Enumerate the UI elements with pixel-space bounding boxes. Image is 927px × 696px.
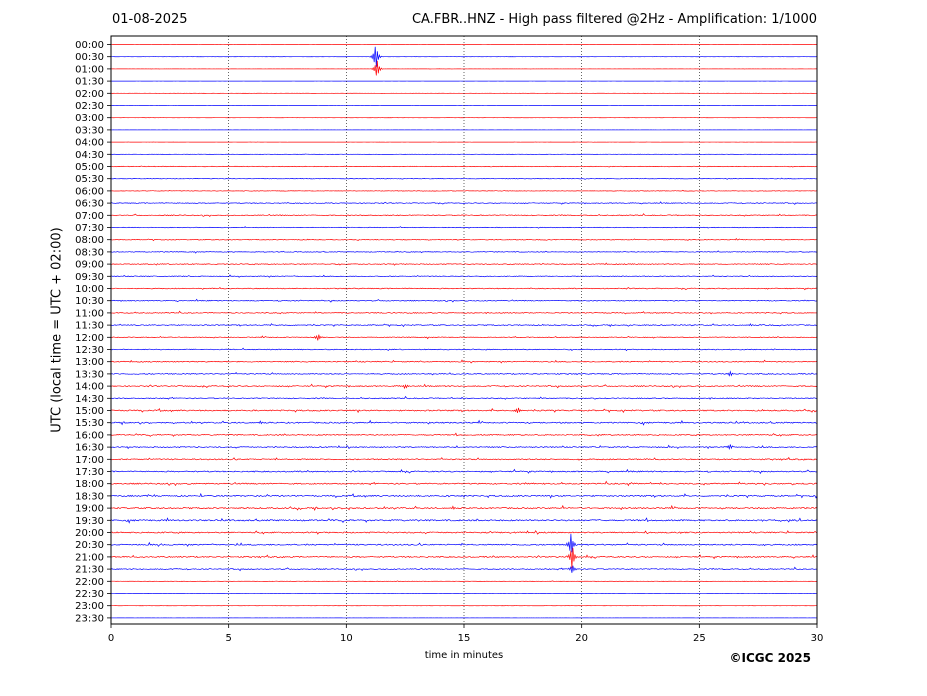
x-tick-label: 30	[811, 633, 824, 644]
y-tick-label: 03:00	[75, 113, 104, 124]
y-tick-label: 10:30	[75, 296, 104, 307]
y-tick-label: 08:30	[75, 247, 104, 258]
y-tick-label: 06:30	[75, 199, 104, 210]
y-tick-label: 19:30	[75, 516, 104, 527]
trace-1400	[110, 383, 818, 390]
y-tick-label: 21:30	[75, 565, 104, 576]
trace-0730	[110, 226, 817, 229]
y-tick-label: 09:30	[75, 272, 104, 283]
trace-1300	[110, 359, 818, 364]
y-tick-label: 04:30	[75, 150, 104, 161]
y-tick-label: 14:00	[75, 382, 104, 393]
trace-1330	[110, 370, 818, 377]
y-tick-label: 02:30	[75, 101, 104, 112]
trace-0030	[111, 46, 818, 67]
y-tick-label: 06:00	[75, 186, 104, 197]
trace-2000	[110, 530, 818, 535]
trace-2130	[110, 565, 818, 573]
y-axis-label: UTC (local time = UTC + 02:00)	[49, 227, 65, 433]
x-tick-label: 15	[458, 633, 471, 644]
y-tick-label: 20:00	[75, 528, 104, 539]
trace-0800	[110, 237, 818, 242]
y-tick-label: 10:00	[75, 284, 104, 295]
y-tick-label: 21:00	[75, 552, 104, 563]
x-tick-group: 0 5 10 15 20 25 30	[108, 624, 824, 644]
y-tick-label: 17:30	[75, 467, 104, 478]
y-tick-label: 09:00	[75, 260, 104, 271]
trace-1630	[110, 444, 818, 450]
y-tick-label: 15:00	[75, 406, 104, 417]
trace-2030	[110, 533, 818, 553]
copyright: ©ICGC 2025	[729, 651, 811, 665]
x-tick-label: 10	[340, 633, 353, 644]
trace-0630	[110, 201, 818, 205]
y-tick-label: 23:30	[75, 613, 104, 624]
y-tick-label: 07:00	[75, 211, 104, 222]
trace-0530	[110, 177, 817, 180]
y-tick-label: 11:30	[75, 321, 104, 332]
y-tick-label: 04:00	[75, 138, 104, 149]
trace-2200	[110, 580, 817, 583]
trace-0830	[110, 250, 818, 254]
y-tick-label: 11:00	[75, 308, 104, 319]
x-tick-label: 0	[108, 633, 114, 644]
trace-1230	[110, 347, 818, 352]
y-tick-label: 05:30	[75, 174, 104, 185]
y-tick-label: 16:30	[75, 443, 104, 454]
y-tick-label: 20:30	[75, 540, 104, 551]
plot-frame	[110, 35, 818, 625]
trace-0100	[110, 60, 818, 76]
y-tick-label: 19:00	[75, 504, 104, 515]
y-tick-label: 22:00	[75, 577, 104, 588]
trace-2100	[110, 547, 818, 569]
x-tick-label: 5	[225, 633, 231, 644]
y-tick-label: 17:00	[75, 455, 104, 466]
y-tick-label: 08:00	[75, 235, 104, 246]
trace-1430	[110, 395, 818, 400]
y-tick-label: 14:30	[75, 394, 104, 405]
grid-group	[228, 36, 700, 624]
trace-0600	[110, 189, 818, 192]
y-tick-label: 03:30	[75, 125, 104, 136]
trace-0430	[110, 153, 818, 155]
y-tick-label: 01:00	[75, 64, 104, 75]
x-tick-label: 25	[693, 633, 706, 644]
y-tick-label: 13:30	[75, 369, 104, 380]
y-tick-label: 02:00	[75, 89, 104, 100]
y-tick-label: 00:00	[75, 40, 104, 51]
y-tick-label: 12:30	[75, 345, 104, 356]
chart-date: 01-08-2025	[112, 12, 188, 27]
trace-1500	[110, 407, 818, 414]
y-tick-label: 01:30	[75, 77, 104, 88]
y-tick-label: 15:30	[75, 418, 104, 429]
y-tick-label: 13:00	[75, 357, 104, 368]
trace-1200	[110, 334, 818, 341]
chart-title: CA.FBR..HNZ - High pass filtered @2Hz - …	[411, 12, 817, 27]
y-tick-label: 23:00	[75, 601, 104, 612]
trace-1530	[110, 419, 818, 426]
y-tick-label: 00:30	[75, 52, 104, 63]
y-tick-label: 05:00	[75, 162, 104, 173]
trace-0700	[110, 213, 818, 218]
trace-0500	[110, 165, 818, 168]
y-tick-label: 07:30	[75, 223, 104, 234]
x-axis-label: time in minutes	[424, 650, 504, 661]
y-tick-label: 22:30	[75, 589, 104, 600]
y-tick-label: 12:00	[75, 333, 104, 344]
y-tick-label: 18:00	[75, 479, 104, 490]
y-tick-label: 16:00	[75, 430, 104, 441]
trace-1900	[110, 504, 818, 511]
y-tick-label: 18:30	[75, 491, 104, 502]
x-tick-label: 20	[575, 633, 588, 644]
